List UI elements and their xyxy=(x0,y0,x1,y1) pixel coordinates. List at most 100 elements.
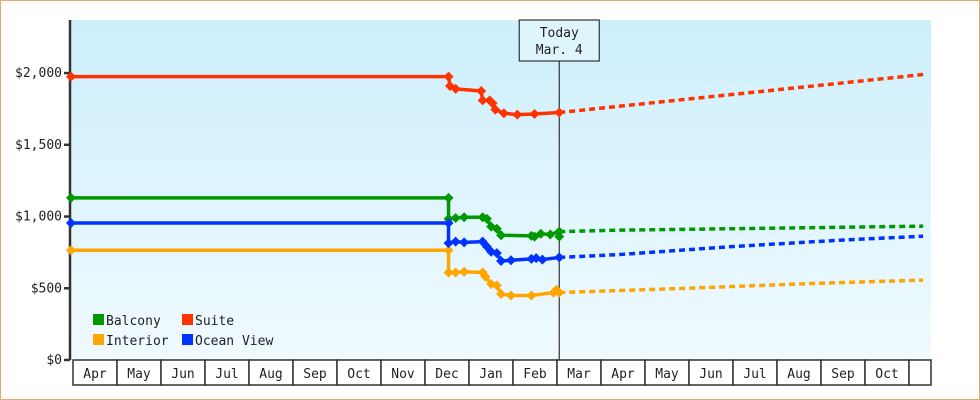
interior-data-point xyxy=(506,290,516,301)
interior-forecast-line xyxy=(559,278,924,295)
balcony-data-point xyxy=(443,192,454,203)
balcony-data-point xyxy=(481,213,492,224)
y-tick-label: $2,000 xyxy=(15,66,62,81)
suite-data-point xyxy=(477,95,488,106)
x-axis-cell xyxy=(116,359,162,386)
suite-data-point xyxy=(476,86,487,97)
interior-data-point xyxy=(480,271,491,282)
x-axis-cell xyxy=(864,359,910,386)
suite-data-point xyxy=(490,104,501,115)
today-box xyxy=(518,19,600,62)
x-axis-cell xyxy=(424,359,470,386)
x-tick-label: Jun xyxy=(171,367,194,382)
x-axis-cell xyxy=(600,359,646,386)
legend-label-ocean-view: Ocean View xyxy=(195,334,273,349)
interior-data-point xyxy=(66,245,76,256)
x-axis-cell xyxy=(336,359,382,386)
x-tick-label: Dec xyxy=(435,367,458,382)
ocean-view-data-point xyxy=(66,217,76,228)
x-tick-label: Apr xyxy=(611,367,635,382)
ocean-view-data-point xyxy=(443,217,454,228)
today-date: Mar. 4 xyxy=(536,43,583,58)
x-axis-cell xyxy=(72,359,118,386)
x-tick-label: Apr xyxy=(83,367,107,382)
ocean-view-data-point xyxy=(443,238,454,249)
x-axis-cell xyxy=(468,359,514,386)
x-tick-label: Mar xyxy=(567,367,591,382)
suite-data-point xyxy=(66,71,76,82)
x-tick-label: Oct xyxy=(347,367,370,382)
x-axis-cell xyxy=(908,359,932,386)
x-tick-label: Nov xyxy=(391,367,415,382)
suite-data-point xyxy=(529,108,540,119)
legend-swatch-interior xyxy=(93,334,104,345)
interior-data-point xyxy=(491,280,502,291)
balcony-data-point xyxy=(459,212,470,223)
suite-data-point xyxy=(554,107,565,118)
x-tick-label: Oct xyxy=(875,367,898,382)
ocean-view-data-point xyxy=(496,256,507,267)
interior-data-point xyxy=(496,289,507,300)
suite-data-point xyxy=(443,71,454,82)
suite-data-point xyxy=(450,83,461,94)
x-axis-cell xyxy=(380,359,426,386)
balcony-data-point xyxy=(535,228,546,239)
x-axis-cell xyxy=(248,359,294,386)
x-tick-label: Jun xyxy=(699,367,722,382)
today-label: Today xyxy=(540,26,579,41)
x-tick-label: Jul xyxy=(215,367,238,382)
x-tick-label: Feb xyxy=(523,367,547,382)
legend-swatch-suite xyxy=(182,314,193,325)
interior-data-point xyxy=(554,287,565,298)
y-tick-label: $500 xyxy=(31,281,62,296)
y-tick-label: $1,000 xyxy=(15,210,62,225)
ocean-view-data-point xyxy=(554,252,565,263)
legend-label-suite: Suite xyxy=(195,314,234,329)
legend-label-balcony: Balcony xyxy=(106,314,161,329)
balcony-data-point xyxy=(554,226,565,237)
x-tick-label: May xyxy=(655,367,679,382)
interior-data-point xyxy=(459,266,470,277)
x-tick-label: Sep xyxy=(831,367,855,382)
balcony-data-point xyxy=(450,212,461,223)
interior-data-point xyxy=(443,245,454,256)
ocean-view-data-point xyxy=(486,246,497,257)
ocean-view-data-point xyxy=(506,255,516,266)
interior-data-point xyxy=(450,267,461,278)
balcony-data-point xyxy=(66,192,76,203)
x-axis-cell xyxy=(732,359,778,386)
interior-data-point xyxy=(443,267,454,278)
suite-data-point xyxy=(498,108,509,119)
y-tick-label: $0 xyxy=(46,353,62,368)
ocean-view-data-point xyxy=(537,254,548,265)
ocean-view-data-point xyxy=(526,253,537,264)
suite-data-point xyxy=(512,109,523,120)
ocean-view-data-point xyxy=(491,248,502,259)
ocean-view-forecast-line xyxy=(559,234,924,260)
x-tick-label: May xyxy=(127,367,151,382)
suite-forecast-line xyxy=(559,72,924,115)
y-tick-label: $1,500 xyxy=(15,138,62,153)
legend-swatch-balcony xyxy=(93,314,104,325)
x-axis-cell xyxy=(556,359,602,386)
x-tick-label: Jul xyxy=(743,367,766,382)
x-tick-label: Sep xyxy=(303,367,327,382)
interior-data-point xyxy=(526,290,537,301)
ocean-view-data-point xyxy=(459,237,470,248)
balcony-data-point xyxy=(554,231,565,242)
x-tick-label: Jan xyxy=(479,367,502,382)
legend-swatch-ocean-view xyxy=(182,334,193,345)
plot-area xyxy=(70,20,931,360)
balcony-data-point xyxy=(545,229,556,240)
x-axis-cell xyxy=(160,359,206,386)
legend-label-interior: Interior xyxy=(106,334,169,349)
x-axis-cell xyxy=(776,359,822,386)
ocean-view-data-point xyxy=(450,236,461,247)
balcony-data-point xyxy=(496,230,507,241)
x-tick-label: Aug xyxy=(787,367,810,382)
balcony-data-point xyxy=(491,223,502,234)
x-tick-label: Aug xyxy=(259,367,282,382)
balcony-forecast-line xyxy=(559,224,924,234)
